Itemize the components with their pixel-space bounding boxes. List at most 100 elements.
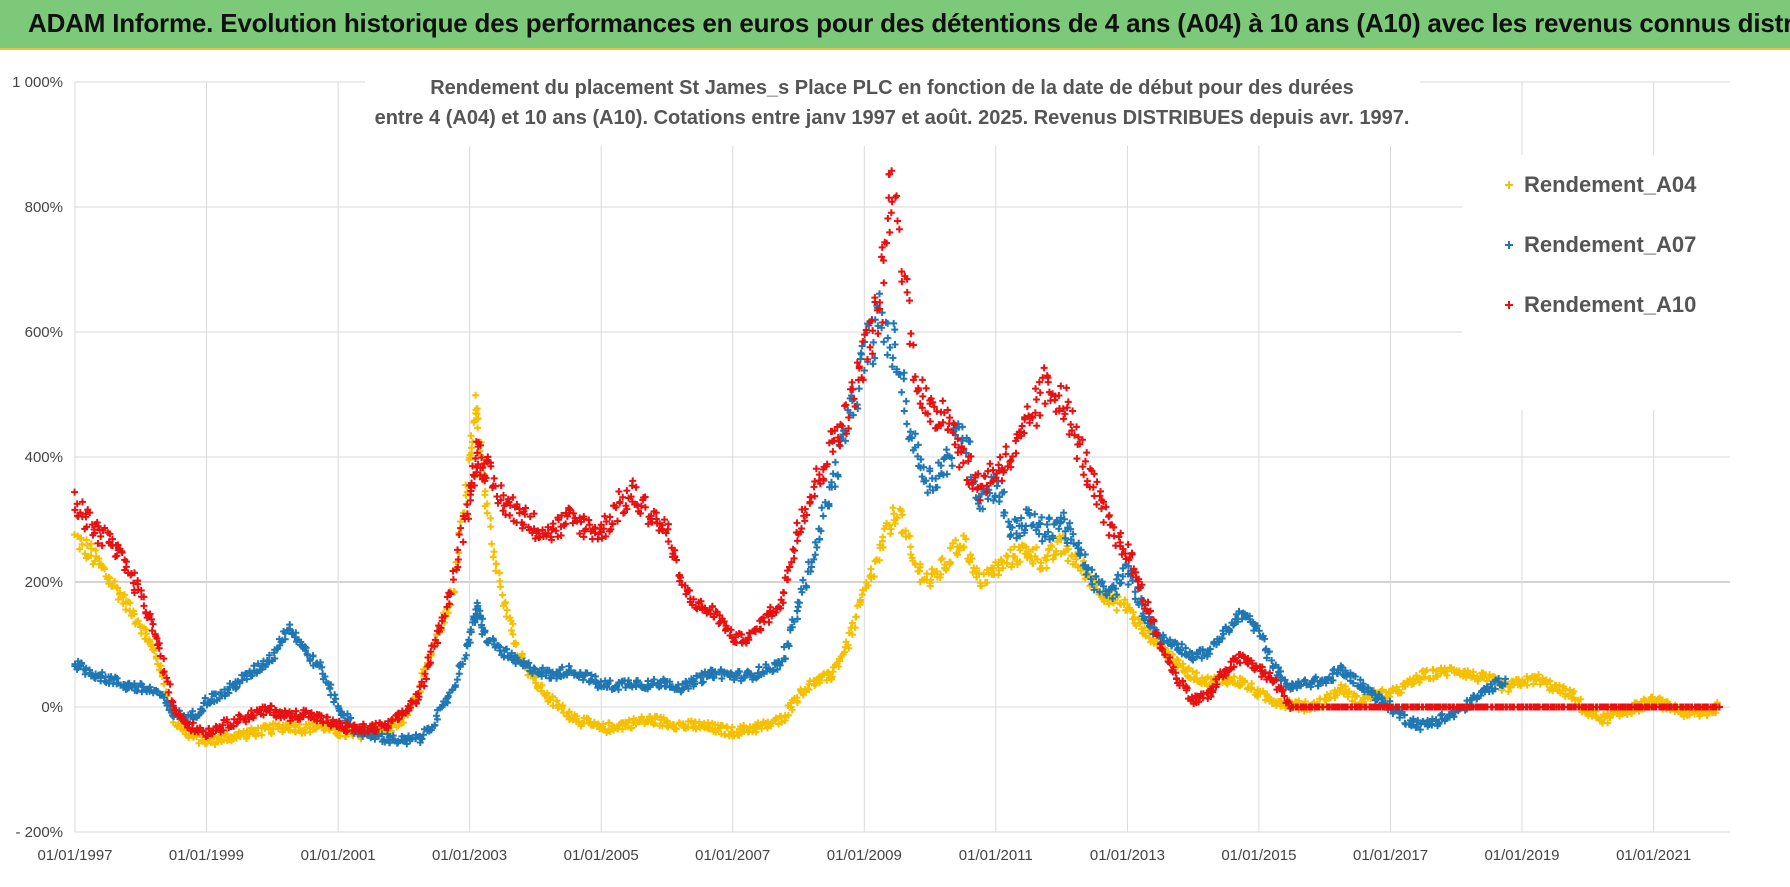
data-point [664,525,672,533]
chart-title-line-1: Rendement du placement St James_s Place … [430,77,1354,99]
data-point [109,535,117,543]
data-point [1113,606,1121,614]
data-point [641,493,649,501]
data-point [998,557,1006,565]
data-point [1189,667,1197,675]
data-point [1037,559,1045,567]
data-point [427,659,435,667]
data-point [841,437,849,445]
data-point [1144,598,1152,606]
data-point [130,610,138,618]
data-point [160,694,168,702]
data-point [962,535,970,543]
data-point [126,599,134,607]
data-point [1017,514,1025,522]
data-point [797,525,805,533]
data-point [463,500,471,508]
data-point [938,554,946,562]
data-point [1056,518,1064,526]
data-point [946,414,954,422]
data-point [554,514,562,522]
data-point [1207,693,1215,701]
data-point [890,319,898,327]
x-tick-label: 01/01/2021 [1616,847,1691,864]
data-point [1012,449,1020,457]
data-point [1087,575,1095,583]
data-point [950,419,958,427]
data-point [983,488,991,496]
data-point [1060,515,1068,523]
data-point [131,589,138,597]
data-point [1025,552,1033,560]
data-point [153,634,161,642]
data-point [914,386,922,394]
data-point [1032,395,1040,403]
data-point [1007,546,1015,554]
data-point [1000,488,1008,496]
data-point [254,729,262,737]
data-point [91,557,99,565]
data-point [946,560,954,568]
data-point [1093,478,1101,486]
data-point [1236,659,1244,667]
data-point [1090,470,1098,478]
data-point [503,606,511,614]
data-point [1199,645,1207,653]
data-point [92,546,100,554]
data-point [909,341,917,349]
data-point [984,495,992,503]
data-point [1261,635,1269,643]
data-point [831,483,839,491]
data-point [829,470,837,478]
data-point [606,677,614,685]
data-point [146,683,154,691]
data-point [122,558,130,566]
data-point [880,338,888,346]
data-point [948,462,956,470]
data-point [1253,622,1261,630]
data-point [1055,391,1063,399]
data-point [983,579,991,587]
data-point [98,668,106,676]
data-point [1105,511,1113,519]
data-point [1031,409,1039,417]
data-point [660,516,668,524]
data-point [282,720,290,728]
data-point [1194,650,1202,658]
data-point [1277,697,1285,705]
data-point [395,715,403,723]
data-point [421,670,429,678]
data-point [113,552,121,560]
data-point [1057,382,1065,390]
data-point [169,702,177,710]
data-point [1060,509,1068,517]
data-point [845,413,853,421]
data-point [1110,532,1118,540]
data-point [922,384,930,392]
data-point [506,501,514,509]
data-point [613,517,621,525]
data-point [597,521,605,529]
data-point [467,491,475,499]
data-point [798,588,806,596]
data-point [1097,505,1105,513]
legend-marker [1505,301,1513,309]
data-point [453,676,461,684]
data-point [708,603,716,611]
data-point [876,299,884,307]
data-point [1159,633,1167,641]
data-point [831,427,839,435]
data-point [302,707,310,715]
data-point [875,556,883,564]
data-point [148,615,156,623]
data-point [784,576,792,584]
data-point [1409,715,1417,723]
data-point [406,704,414,712]
data-point [937,462,945,470]
data-point [845,424,853,432]
data-point [1219,630,1227,638]
legend-label: Rendement_A10 [1524,292,1696,317]
data-point [582,669,590,677]
data-point [433,715,441,723]
data-point [118,547,126,555]
